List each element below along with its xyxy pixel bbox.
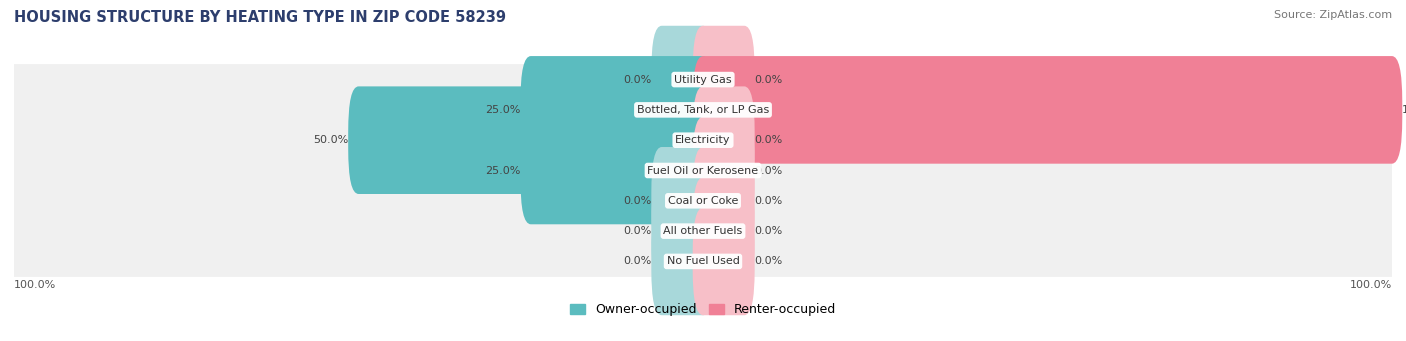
FancyBboxPatch shape xyxy=(14,216,1392,247)
FancyBboxPatch shape xyxy=(693,86,755,194)
FancyBboxPatch shape xyxy=(14,155,1392,186)
FancyBboxPatch shape xyxy=(693,147,755,255)
Text: 0.0%: 0.0% xyxy=(755,196,783,206)
FancyBboxPatch shape xyxy=(693,56,1402,164)
Text: 25.0%: 25.0% xyxy=(485,165,520,176)
Text: 100.0%: 100.0% xyxy=(1402,105,1406,115)
Text: 100.0%: 100.0% xyxy=(1350,280,1392,290)
Text: Electricity: Electricity xyxy=(675,135,731,145)
Text: No Fuel Used: No Fuel Used xyxy=(666,256,740,266)
Text: Fuel Oil or Kerosene: Fuel Oil or Kerosene xyxy=(647,165,759,176)
Text: 0.0%: 0.0% xyxy=(755,135,783,145)
FancyBboxPatch shape xyxy=(651,177,713,285)
FancyBboxPatch shape xyxy=(693,26,755,133)
FancyBboxPatch shape xyxy=(693,117,755,224)
Text: Utility Gas: Utility Gas xyxy=(675,75,731,85)
Text: All other Fuels: All other Fuels xyxy=(664,226,742,236)
FancyBboxPatch shape xyxy=(651,147,713,255)
FancyBboxPatch shape xyxy=(651,208,713,315)
FancyBboxPatch shape xyxy=(14,125,1392,155)
Text: 0.0%: 0.0% xyxy=(623,226,651,236)
Text: 0.0%: 0.0% xyxy=(755,226,783,236)
Text: 50.0%: 50.0% xyxy=(314,135,349,145)
FancyBboxPatch shape xyxy=(651,26,713,133)
FancyBboxPatch shape xyxy=(520,56,713,164)
Text: HOUSING STRUCTURE BY HEATING TYPE IN ZIP CODE 58239: HOUSING STRUCTURE BY HEATING TYPE IN ZIP… xyxy=(14,10,506,25)
Text: 0.0%: 0.0% xyxy=(623,75,651,85)
FancyBboxPatch shape xyxy=(14,64,1392,95)
Legend: Owner-occupied, Renter-occupied: Owner-occupied, Renter-occupied xyxy=(565,298,841,321)
Text: 25.0%: 25.0% xyxy=(485,105,520,115)
FancyBboxPatch shape xyxy=(14,246,1392,277)
Text: 0.0%: 0.0% xyxy=(623,256,651,266)
Text: 0.0%: 0.0% xyxy=(755,165,783,176)
Text: 100.0%: 100.0% xyxy=(14,280,56,290)
FancyBboxPatch shape xyxy=(14,186,1392,216)
FancyBboxPatch shape xyxy=(520,117,713,224)
FancyBboxPatch shape xyxy=(693,208,755,315)
FancyBboxPatch shape xyxy=(14,94,1392,125)
Text: Coal or Coke: Coal or Coke xyxy=(668,196,738,206)
Text: Source: ZipAtlas.com: Source: ZipAtlas.com xyxy=(1274,10,1392,20)
Text: 0.0%: 0.0% xyxy=(755,256,783,266)
FancyBboxPatch shape xyxy=(349,86,713,194)
Text: Bottled, Tank, or LP Gas: Bottled, Tank, or LP Gas xyxy=(637,105,769,115)
FancyBboxPatch shape xyxy=(693,177,755,285)
Text: 0.0%: 0.0% xyxy=(623,196,651,206)
Text: 0.0%: 0.0% xyxy=(755,75,783,85)
